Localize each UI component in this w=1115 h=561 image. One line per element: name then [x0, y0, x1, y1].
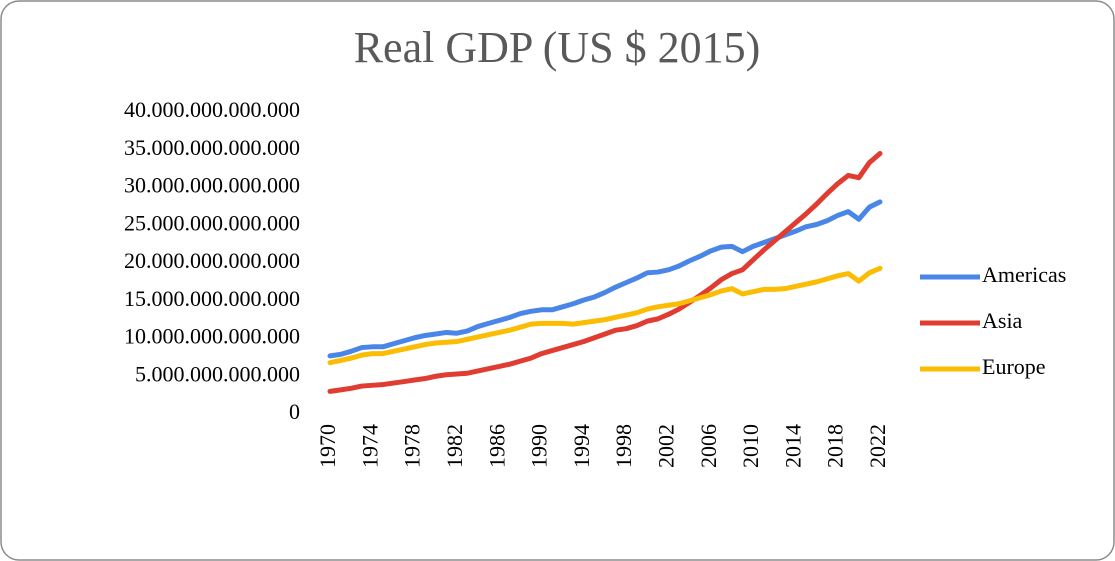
- x-tick-label: 2010: [738, 424, 763, 468]
- y-tick-label: 10.000.000.000.000: [124, 324, 300, 349]
- x-tick-label: 1978: [400, 424, 425, 468]
- y-tick-label: 5.000.000.000.000: [135, 361, 300, 386]
- x-tick-label: 2022: [865, 424, 890, 468]
- x-tick-label: 1998: [611, 424, 636, 468]
- series-line: [327, 199, 883, 359]
- x-tick-label: 2014: [780, 424, 805, 468]
- x-tick-label: 1994: [569, 424, 594, 468]
- y-tick-label: 40.000.000.000.000: [124, 97, 300, 122]
- legend-label: Asia: [982, 308, 1023, 333]
- series-line: [327, 265, 883, 366]
- x-tick-label: 1990: [527, 424, 552, 468]
- y-tick-label: 15.000.000.000.000: [124, 286, 300, 311]
- x-tick-label: 1974: [357, 424, 382, 468]
- x-tick-label: 2006: [696, 424, 721, 468]
- x-tick-label: 2002: [654, 424, 679, 468]
- series-line: [327, 151, 883, 394]
- y-tick-label: 30.000.000.000.000: [124, 173, 300, 198]
- x-tick-label: 1982: [442, 424, 467, 468]
- x-tick-label: 2018: [823, 424, 848, 468]
- chart-title: Real GDP (US $ 2015): [354, 23, 761, 72]
- legend-label: Europe: [982, 354, 1046, 379]
- y-tick-label: 20.000.000.000.000: [124, 248, 300, 273]
- y-tick-label: 25.000.000.000.000: [124, 210, 300, 235]
- legend-label: Americas: [982, 262, 1066, 287]
- x-tick-label: 1970: [315, 424, 340, 468]
- y-tick-label: 0: [289, 399, 300, 424]
- x-tick-label: 1986: [484, 424, 509, 468]
- y-tick-label: 35.000.000.000.000: [124, 135, 300, 160]
